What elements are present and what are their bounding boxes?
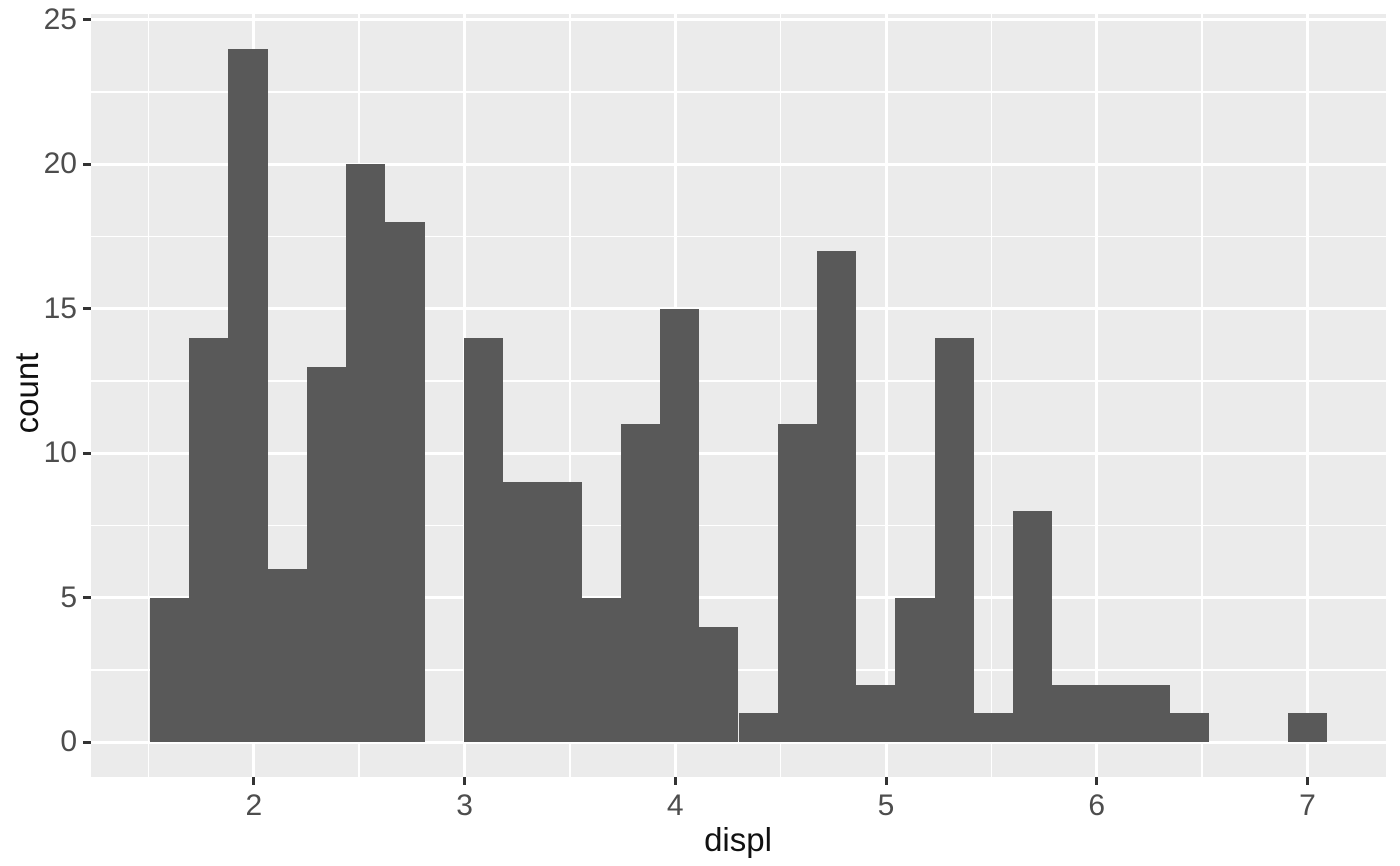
x-tick-mark	[463, 777, 467, 785]
x-tick-mark	[1305, 777, 1309, 785]
histogram-bar	[620, 424, 660, 743]
histogram-bar	[1170, 713, 1210, 743]
y-minor-gridline	[91, 524, 1386, 527]
histogram-bar	[503, 482, 543, 743]
histogram-bar	[699, 626, 739, 743]
y-major-gridline	[91, 162, 1386, 166]
y-major-gridline	[91, 307, 1386, 311]
x-tick-mark	[252, 777, 256, 785]
y-major-gridline	[91, 596, 1386, 600]
y-tick-mark	[83, 596, 91, 600]
histogram-bar	[973, 713, 1014, 743]
y-minor-gridline	[91, 235, 1386, 238]
y-tick-label: 15	[43, 291, 77, 325]
x-major-gridline	[884, 14, 888, 777]
x-tick-mark	[673, 777, 677, 785]
y-tick-mark	[83, 18, 91, 22]
x-tick-label: 3	[456, 789, 473, 822]
y-axis-title: count	[8, 352, 45, 434]
histogram-bar	[934, 337, 974, 743]
x-minor-gridline	[990, 14, 993, 777]
x-axis-title: displ	[704, 821, 772, 858]
y-major-gridline	[91, 451, 1386, 455]
y-minor-gridline	[91, 380, 1386, 382]
histogram-bar	[1013, 511, 1053, 743]
x-minor-gridline	[569, 14, 571, 777]
histogram-bar	[660, 308, 700, 743]
histogram-bar	[895, 597, 935, 743]
y-minor-gridline	[91, 91, 1386, 93]
y-major-gridline	[91, 18, 1386, 22]
x-tick-label: 6	[1088, 789, 1106, 822]
x-minor-gridline	[1201, 14, 1203, 777]
y-tick-mark	[83, 307, 91, 311]
y-major-gridline	[91, 740, 1386, 744]
histogram-bar	[816, 250, 857, 743]
histogram-bar	[228, 48, 268, 743]
x-tick-label: 7	[1299, 789, 1316, 822]
histogram-bar	[581, 597, 621, 743]
x-tick-label: 4	[666, 789, 684, 822]
histogram-bar	[149, 597, 190, 743]
x-tick-label: 5	[877, 789, 895, 822]
x-minor-gridline	[147, 14, 150, 777]
plot-panel	[91, 14, 1386, 777]
histogram-bar	[189, 337, 229, 743]
histogram-bar	[1052, 684, 1092, 743]
y-tick-label: 10	[43, 436, 77, 470]
histogram-bar	[1287, 713, 1328, 743]
histogram-bar	[1130, 684, 1171, 743]
histogram-bar	[1091, 684, 1131, 743]
y-tick-mark	[83, 740, 91, 744]
x-major-gridline	[1305, 14, 1309, 777]
y-tick-label: 0	[60, 725, 77, 759]
x-tick-mark	[884, 777, 888, 785]
histogram-bar	[385, 222, 425, 743]
y-tick-label: 5	[60, 580, 77, 614]
y-tick-label: 20	[43, 147, 77, 181]
x-tick-label: 2	[245, 789, 263, 822]
histogram-bar	[542, 482, 582, 743]
histogram-bar	[267, 568, 307, 743]
x-minor-gridline	[779, 14, 782, 777]
histogram-bar	[777, 424, 817, 743]
histogram-bar	[463, 337, 504, 743]
x-tick-mark	[1095, 777, 1099, 785]
histogram-bar	[306, 366, 347, 743]
histogram-bar	[738, 713, 778, 743]
y-tick-mark	[83, 451, 91, 455]
histogram-bar	[346, 164, 386, 743]
x-major-gridline	[1095, 14, 1099, 777]
histogram-bar	[856, 684, 896, 743]
y-tick-mark	[83, 162, 91, 166]
y-minor-gridline	[91, 669, 1386, 671]
y-tick-label: 25	[43, 2, 77, 36]
